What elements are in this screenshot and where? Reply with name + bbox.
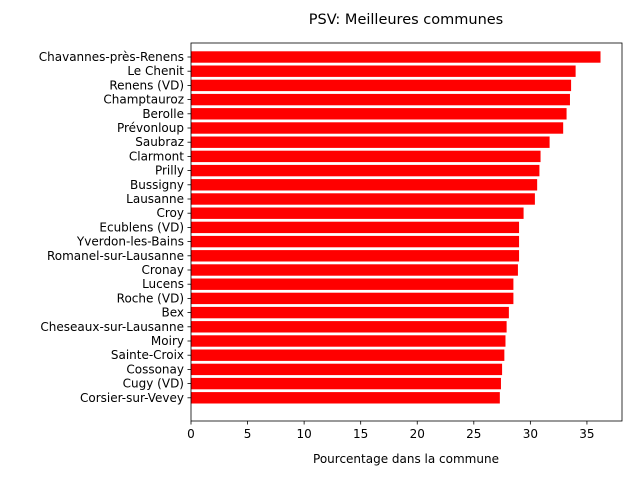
- y-tick-label: Ecublens (VD): [99, 220, 184, 234]
- x-tick-label: 35: [579, 427, 594, 441]
- bar: [191, 207, 524, 219]
- bar: [191, 264, 518, 276]
- bar: [191, 179, 538, 191]
- y-tick-label: Cheseaux-sur-Lausanne: [40, 320, 184, 334]
- bar: [191, 136, 550, 148]
- y-tick-label: Prévonloup: [117, 121, 184, 135]
- y-tick-label: Roche (VD): [117, 291, 184, 305]
- bar: [191, 306, 509, 319]
- bar: [191, 122, 564, 134]
- y-tick-label: Bex: [161, 306, 184, 320]
- y-tick-label: Cugy (VD): [123, 377, 184, 391]
- x-tick-label: 10: [296, 427, 311, 441]
- bar: [191, 363, 503, 376]
- bar: [191, 278, 514, 290]
- y-tick-label: Romanel-sur-Lausanne: [47, 249, 184, 263]
- bar: [191, 79, 572, 92]
- y-tick-label: Clarmont: [129, 149, 184, 163]
- y-tick-label: Sainte-Croix: [111, 348, 184, 362]
- y-tick-label: Prilly: [155, 164, 184, 178]
- y-tick-label: Bussigny: [130, 178, 184, 192]
- bar: [191, 321, 507, 333]
- y-tick-label: Croy: [157, 206, 185, 220]
- plot-frame: [190, 42, 623, 422]
- y-tick-label: Cronay: [142, 263, 184, 277]
- y-tick-label: Moiry: [151, 334, 184, 348]
- y-tick-label: Berolle: [142, 107, 184, 121]
- bar: [191, 250, 520, 262]
- x-axis-ticks: 0 5 10 15 20 25 30 35: [187, 421, 595, 441]
- x-tick-label: 15: [353, 427, 368, 441]
- x-tick-label: 25: [466, 427, 481, 441]
- y-tick-label: Lucens: [142, 277, 184, 291]
- bar: [191, 65, 576, 77]
- bar: [191, 292, 514, 305]
- y-tick-label: Le Chenit: [127, 64, 184, 78]
- x-tick-label: 20: [410, 427, 425, 441]
- bars-layer: [191, 51, 601, 404]
- chart-title: PSV: Meilleures communes: [309, 12, 503, 28]
- y-tick-label: Yverdon-les-Bains: [76, 235, 184, 249]
- bar: [191, 392, 500, 404]
- y-tick-label: Corsier-sur-Vevey: [80, 391, 184, 405]
- x-axis-title: Pourcentage dans la commune: [313, 452, 499, 466]
- y-tick-label: Saubraz: [135, 135, 184, 149]
- x-tick-label: 30: [523, 427, 538, 441]
- bar: [191, 221, 520, 234]
- bar: [191, 235, 520, 248]
- bar: [191, 335, 506, 347]
- bar: [191, 164, 540, 177]
- bar: [191, 51, 601, 63]
- x-tick-label: 5: [244, 427, 252, 441]
- bar: [191, 93, 570, 106]
- bar: [191, 193, 535, 205]
- y-tick-label: Champtauroz: [103, 93, 184, 107]
- y-tick-label: Chavannes-près-Renens: [39, 50, 184, 64]
- bar: [191, 349, 505, 361]
- x-tick-label: 0: [187, 427, 195, 441]
- y-tick-label: Lausanne: [126, 192, 184, 206]
- y-tick-label: Renens (VD): [109, 78, 184, 92]
- y-tick-label: Cossonay: [126, 362, 184, 376]
- bar: [191, 108, 567, 120]
- bar: [191, 377, 501, 390]
- bar: [191, 150, 541, 163]
